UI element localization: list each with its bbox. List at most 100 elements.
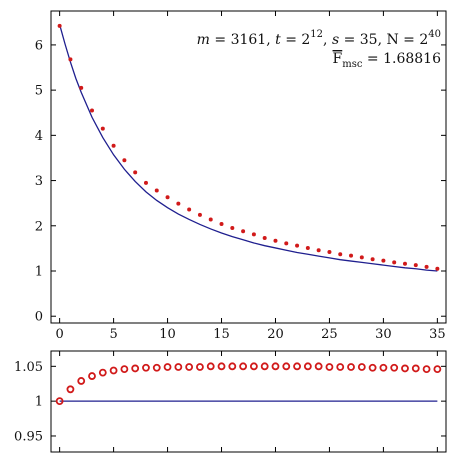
top-data-point xyxy=(165,195,170,200)
anno-f-main: F xyxy=(333,51,343,67)
bottom-data-point xyxy=(228,362,237,371)
top-plot-frame xyxy=(50,10,447,324)
bottom-data-point xyxy=(142,363,150,372)
top-x-tick-label: 25 xyxy=(321,327,338,342)
top-y-tick-label: 4 xyxy=(35,129,43,144)
bottom-data-point xyxy=(314,362,323,371)
bottom-panel: 0.95 1 1.05 xyxy=(14,350,447,453)
bottom-data-point xyxy=(163,363,172,371)
top-y-tick-label: 5 xyxy=(35,84,43,99)
bottom-data-point xyxy=(206,362,215,371)
top-series-layer xyxy=(57,23,440,272)
bottom-series-layer xyxy=(55,362,442,406)
bottom-data-point xyxy=(98,368,107,377)
bottom-data-point xyxy=(66,385,75,394)
bottom-data-point xyxy=(260,362,269,371)
bottom-data-point xyxy=(239,362,248,371)
top-data-point xyxy=(208,217,213,222)
bottom-data-point xyxy=(325,363,334,371)
top-data-point xyxy=(154,188,159,193)
top-data-point xyxy=(316,248,321,253)
bottom-data-point xyxy=(411,364,420,373)
top-data-point xyxy=(338,252,343,257)
top-x-tick-label: 10 xyxy=(159,327,176,342)
bottom-data-point xyxy=(109,366,118,375)
anno-sep: , xyxy=(323,32,332,48)
top-data-point xyxy=(402,261,407,266)
bottom-y-tick-label: 1.05 xyxy=(14,360,43,375)
top-x-tick-label: 0 xyxy=(55,327,63,342)
top-data-point xyxy=(349,253,354,258)
top-data-point xyxy=(273,238,278,243)
bottom-y-tick-label: 0.95 xyxy=(14,429,43,444)
anno-t-var: t xyxy=(275,32,281,48)
anno-f-val: = 1.68816 xyxy=(362,51,441,67)
anno-n-exp: 40 xyxy=(428,29,441,40)
top-data-point xyxy=(424,264,429,269)
anno-m-var: m xyxy=(197,32,210,48)
top-data-point xyxy=(122,158,127,163)
bottom-data-point xyxy=(271,362,280,371)
top-data-point xyxy=(284,241,289,246)
top-y-tick-label: 0 xyxy=(35,310,43,325)
bottom-data-point xyxy=(120,365,129,374)
annotation-line-2: Fmsc = 1.68816 xyxy=(333,51,442,70)
bottom-data-point xyxy=(422,365,431,374)
top-data-point xyxy=(241,229,246,234)
bottom-data-point xyxy=(347,363,355,371)
bottom-data-point xyxy=(282,362,291,371)
anno-f-sub: msc xyxy=(342,59,363,70)
anno-t-exp: 12 xyxy=(310,29,323,40)
top-data-point xyxy=(68,57,73,62)
bottom-data-point xyxy=(401,364,409,373)
top-data-point xyxy=(435,266,440,271)
top-x-tick-label: 20 xyxy=(267,327,284,342)
bottom-data-point xyxy=(357,363,366,371)
top-data-point xyxy=(370,257,375,262)
top-data-point xyxy=(381,258,386,263)
top-curve xyxy=(59,24,438,272)
bottom-data-point xyxy=(88,372,96,380)
top-x-tick-label: 15 xyxy=(213,327,230,342)
top-data-point xyxy=(143,180,148,185)
bottom-data-point xyxy=(174,363,183,371)
top-x-tick-label: 35 xyxy=(429,327,446,342)
anno-s-var: s xyxy=(332,32,339,48)
bottom-data-point xyxy=(77,377,86,385)
bottom-data-point xyxy=(131,364,140,373)
top-y-tick-label: 3 xyxy=(35,174,43,189)
top-data-point xyxy=(176,201,181,206)
top-data-point xyxy=(295,243,300,248)
anno-m-val: = 3161, xyxy=(210,32,275,48)
top-y-tick-label: 6 xyxy=(35,38,43,53)
top-data-point xyxy=(327,250,332,255)
bottom-y-tick-label: 1 xyxy=(35,395,43,410)
top-x-tick-label: 5 xyxy=(109,327,117,342)
top-data-point xyxy=(133,170,138,175)
bottom-data-point xyxy=(293,362,301,371)
bottom-data-point xyxy=(249,362,258,371)
top-data-point xyxy=(413,263,418,268)
top-data-point xyxy=(359,255,364,260)
bottom-data-point xyxy=(433,365,442,374)
top-data-point xyxy=(100,126,105,131)
bottom-data-point xyxy=(217,362,226,371)
bottom-data-point xyxy=(152,363,161,372)
top-y-tick-label: 1 xyxy=(35,265,43,280)
bottom-data-point xyxy=(336,363,345,371)
anno-s-val: = 35, N = 2 xyxy=(339,32,428,48)
bottom-axis-ticks: 0.95 1 1.05 xyxy=(14,351,446,452)
bottom-data-point xyxy=(185,363,194,371)
top-data-point xyxy=(79,85,84,90)
top-data-point xyxy=(111,143,116,148)
top-data-point xyxy=(230,226,235,231)
top-data-point xyxy=(392,260,397,265)
top-data-point xyxy=(197,212,202,217)
top-data-point xyxy=(305,245,310,250)
bottom-data-point xyxy=(379,363,388,372)
annotation-line-1: m = 3161, t = 212, s = 35, N = 240 xyxy=(197,29,441,48)
bottom-data-point xyxy=(390,363,399,372)
